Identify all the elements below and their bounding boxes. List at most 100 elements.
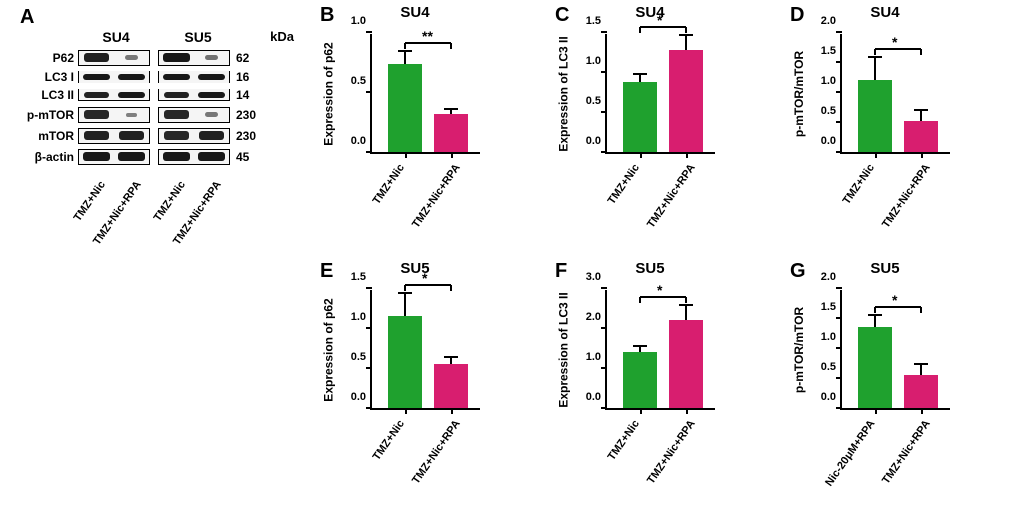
panel-G: GSU5p-mTOR/mTOR0.00.51.01.52.0*Nic-20μM+…	[790, 260, 960, 490]
x-axis-label: Nic-20μM+RPA	[823, 418, 877, 489]
bar	[388, 316, 422, 408]
ytick-label: 0.5	[814, 361, 836, 373]
plot-area: 0.00.51.01.5*	[370, 290, 480, 410]
panel-letter-A: A	[20, 6, 34, 28]
y-axis-label: p-mTOR/mTOR	[792, 307, 806, 393]
bar	[669, 320, 703, 408]
wb-xlabel: TMZ+Nic	[72, 179, 108, 224]
ytick-label: 1.0	[579, 351, 601, 363]
ytick-label: 1.0	[579, 55, 601, 67]
ytick-label: 0.0	[814, 391, 836, 403]
x-axis-label: TMZ+Nic	[606, 162, 642, 207]
bar	[623, 352, 657, 408]
panel-C: CSU4Expression of LC3 II0.00.51.01.5*TMZ…	[555, 4, 725, 234]
wb-kda: 230	[230, 129, 270, 143]
x-axis-label: TMZ+Nic	[371, 162, 407, 207]
y-axis-label: Expression of LC3 II	[557, 292, 571, 407]
panel-letter-E: E	[320, 260, 333, 283]
wb-kda: 62	[230, 51, 270, 65]
wb-row-label: p-mTOR	[20, 108, 78, 122]
wb-row: mTOR 230	[20, 125, 290, 146]
wb-kda: 16	[230, 70, 270, 84]
plot-area: 0.01.02.03.0*	[605, 290, 715, 410]
ytick-label: 1.0	[814, 75, 836, 87]
panel-E: ESU5Expression of p620.00.51.01.5*TMZ+Ni…	[320, 260, 490, 490]
panel-letter-B: B	[320, 4, 334, 27]
panel-F: FSU5Expression of LC3 II0.01.02.03.0*TMZ…	[555, 260, 725, 490]
figure: A SU4 SU5 kDa P62 62 LC3 I 16 LC3 II 14 p-mTOR…	[0, 0, 1020, 514]
wb-row-label: P62	[20, 51, 78, 65]
ytick-label: 0.5	[344, 351, 366, 363]
y-axis-label: Expression of p62	[322, 298, 336, 401]
wb-row-label: LC3 I	[20, 70, 78, 84]
panel-letter-C: C	[555, 4, 569, 27]
bar	[858, 80, 892, 152]
ytick-label: 1.0	[344, 311, 366, 323]
wb-xlabels: TMZ+NicTMZ+Nic+RPATMZ+NicTMZ+Nic+RPA	[80, 173, 290, 273]
y-axis-label: Expression of LC3 II	[557, 36, 571, 151]
panel-letter-F: F	[555, 260, 567, 283]
ytick-label: 0.0	[814, 135, 836, 147]
wb-col-SU5: SU5	[162, 29, 234, 45]
wb-row: p-mTOR 230	[20, 104, 290, 125]
ytick-label: 0.0	[579, 135, 601, 147]
y-axis-label: p-mTOR/mTOR	[792, 51, 806, 137]
x-axis-label: TMZ+Nic	[371, 418, 407, 463]
ytick-label: 2.0	[814, 15, 836, 27]
x-axis-label: TMZ+Nic	[606, 418, 642, 463]
significance-marker: *	[892, 292, 897, 308]
ytick-label: 0.5	[814, 105, 836, 117]
panel-letter-D: D	[790, 4, 804, 27]
plot-area: 0.00.51.01.52.0*	[840, 290, 950, 410]
ytick-label: 0.0	[344, 391, 366, 403]
bar	[904, 375, 938, 408]
wb-row-label: mTOR	[20, 129, 78, 143]
plot-area: 0.00.51.0**	[370, 34, 480, 154]
ytick-label: 0.0	[344, 135, 366, 147]
plot-area: 0.00.51.01.52.0*	[840, 34, 950, 154]
wb-row: LC3 II 14	[20, 86, 290, 104]
wb-col-SU4: SU4	[80, 29, 152, 45]
ytick-label: 1.5	[814, 301, 836, 313]
wb-row: P62 62	[20, 47, 290, 68]
significance-marker: *	[657, 282, 662, 298]
ytick-label: 0.0	[579, 391, 601, 403]
ytick-label: 2.0	[579, 311, 601, 323]
panel-B: BSU4Expression of p620.00.51.0**TMZ+NicT…	[320, 4, 490, 234]
panel-A: A SU4 SU5 kDa P62 62 LC3 I 16 LC3 II 14 p-mTOR…	[20, 6, 290, 273]
ytick-label: 1.0	[814, 331, 836, 343]
bar	[858, 327, 892, 408]
wb-row-label: β-actin	[20, 150, 78, 164]
wb-rows: P62 62 LC3 I 16 LC3 II 14 p-mTOR 230 mTOR 230 β-ac…	[20, 47, 290, 167]
bar	[669, 50, 703, 152]
wb-kda: 14	[230, 88, 270, 102]
bar	[434, 114, 468, 152]
wb-row: β-actin 45	[20, 146, 290, 167]
ytick-label: 3.0	[579, 271, 601, 283]
bar	[434, 364, 468, 408]
x-axis-label: TMZ+Nic	[841, 162, 877, 207]
significance-marker: **	[422, 28, 433, 44]
ytick-label: 1.5	[814, 45, 836, 57]
ytick-label: 0.5	[579, 95, 601, 107]
bar	[623, 82, 657, 152]
panel-letter-G: G	[790, 260, 806, 283]
significance-marker: *	[657, 12, 662, 28]
bar	[904, 121, 938, 152]
ytick-label: 0.5	[344, 75, 366, 87]
wb-row: LC3 I 16	[20, 68, 290, 86]
y-axis-label: Expression of p62	[322, 42, 336, 145]
western-blot: SU4 SU5 kDa P62 62 LC3 I 16 LC3 II 14 p-mTOR 23…	[20, 29, 290, 273]
bar	[388, 64, 422, 152]
plot-area: 0.00.51.01.5*	[605, 34, 715, 154]
panel-D: DSU4p-mTOR/mTOR0.00.51.01.52.0*TMZ+NicTM…	[790, 4, 960, 234]
wb-header: SU4 SU5 kDa	[80, 29, 290, 45]
wb-row-label: LC3 II	[20, 88, 78, 102]
wb-kda: 230	[230, 108, 270, 122]
significance-marker: *	[892, 34, 897, 50]
ytick-label: 2.0	[814, 271, 836, 283]
ytick-label: 1.0	[344, 15, 366, 27]
wb-kda: 45	[230, 150, 270, 164]
ytick-label: 1.5	[579, 15, 601, 27]
significance-marker: *	[422, 270, 427, 286]
